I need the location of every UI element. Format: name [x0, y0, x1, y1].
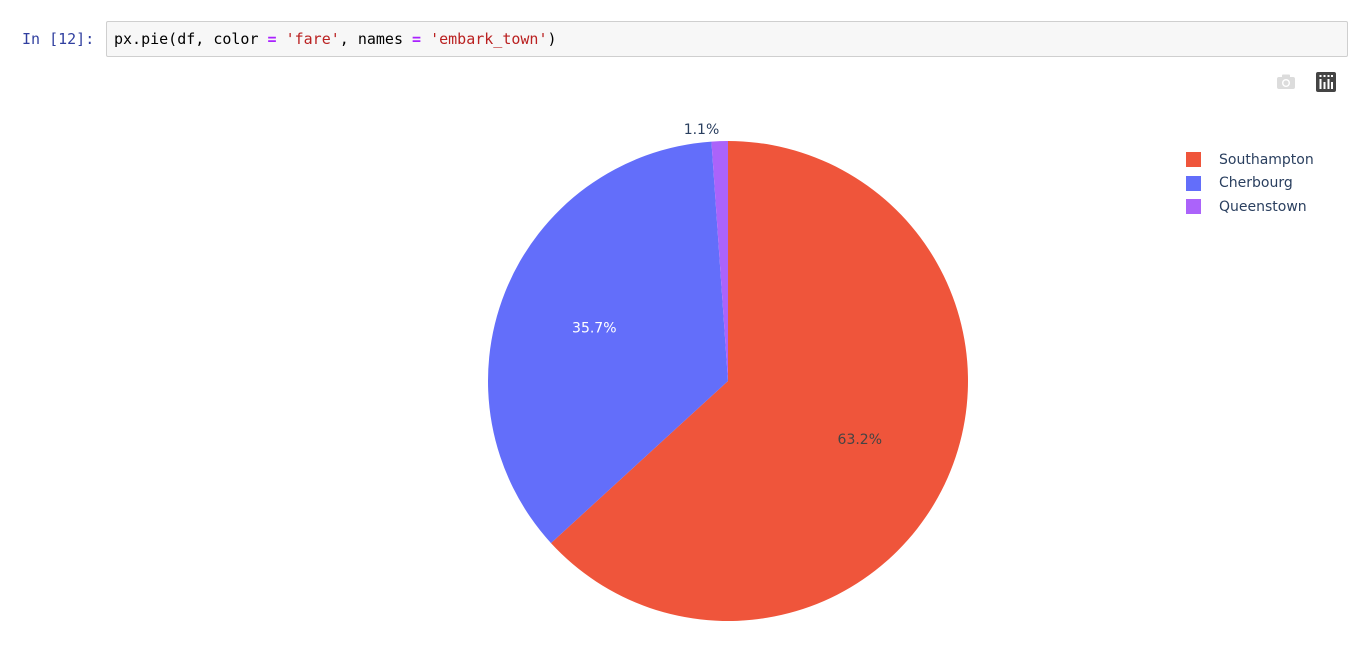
chart-legend: Southampton Cherbourg Queenstown — [1184, 148, 1314, 219]
legend-swatch — [1186, 152, 1201, 168]
code-operator: = — [412, 30, 422, 48]
pie-value-label: 63.2% — [838, 432, 882, 448]
pie-chart-svg: 63.2% 35.7% 1.1% — [488, 122, 968, 621]
legend-label: Queenstown — [1219, 198, 1307, 215]
legend-item-southampton[interactable]: Southampton — [1184, 148, 1314, 172]
code-text — [421, 30, 430, 48]
legend-item-queenstown[interactable]: Queenstown — [1184, 195, 1314, 219]
code-text: , names — [339, 30, 413, 48]
camera-icon[interactable] — [1274, 70, 1298, 94]
pie-value-label: 1.1% — [684, 122, 720, 138]
pie-value-label: 35.7% — [572, 321, 616, 337]
code-string: 'embark_town' — [430, 30, 548, 48]
pie-chart: 63.2% 35.7% 1.1% — [0, 100, 1356, 647]
code-operator: = — [267, 30, 277, 48]
pie-slice-southampton[interactable] — [550, 141, 968, 621]
code-line: px.pie(df, color = 'fare', names = 'emba… — [114, 30, 557, 48]
input-prompt: In [12]: — [22, 30, 95, 48]
plotly-logo-icon[interactable] — [1314, 70, 1338, 94]
pie-slice-queenstown[interactable] — [711, 141, 728, 381]
code-input[interactable]: px.pie(df, color = 'fare', names = 'emba… — [106, 21, 1348, 57]
code-text — [277, 30, 286, 48]
legend-label: Southampton — [1219, 151, 1314, 168]
code-text: px.pie(df, color — [114, 30, 268, 48]
pie-slice-cherbourg[interactable] — [488, 141, 728, 544]
code-text: ) — [547, 30, 557, 48]
legend-item-cherbourg[interactable]: Cherbourg — [1184, 172, 1314, 196]
legend-swatch — [1186, 175, 1201, 191]
plot-modebar — [1272, 70, 1342, 94]
legend-label: Cherbourg — [1219, 175, 1293, 192]
code-string: 'fare' — [285, 30, 340, 48]
legend-swatch — [1186, 199, 1201, 215]
